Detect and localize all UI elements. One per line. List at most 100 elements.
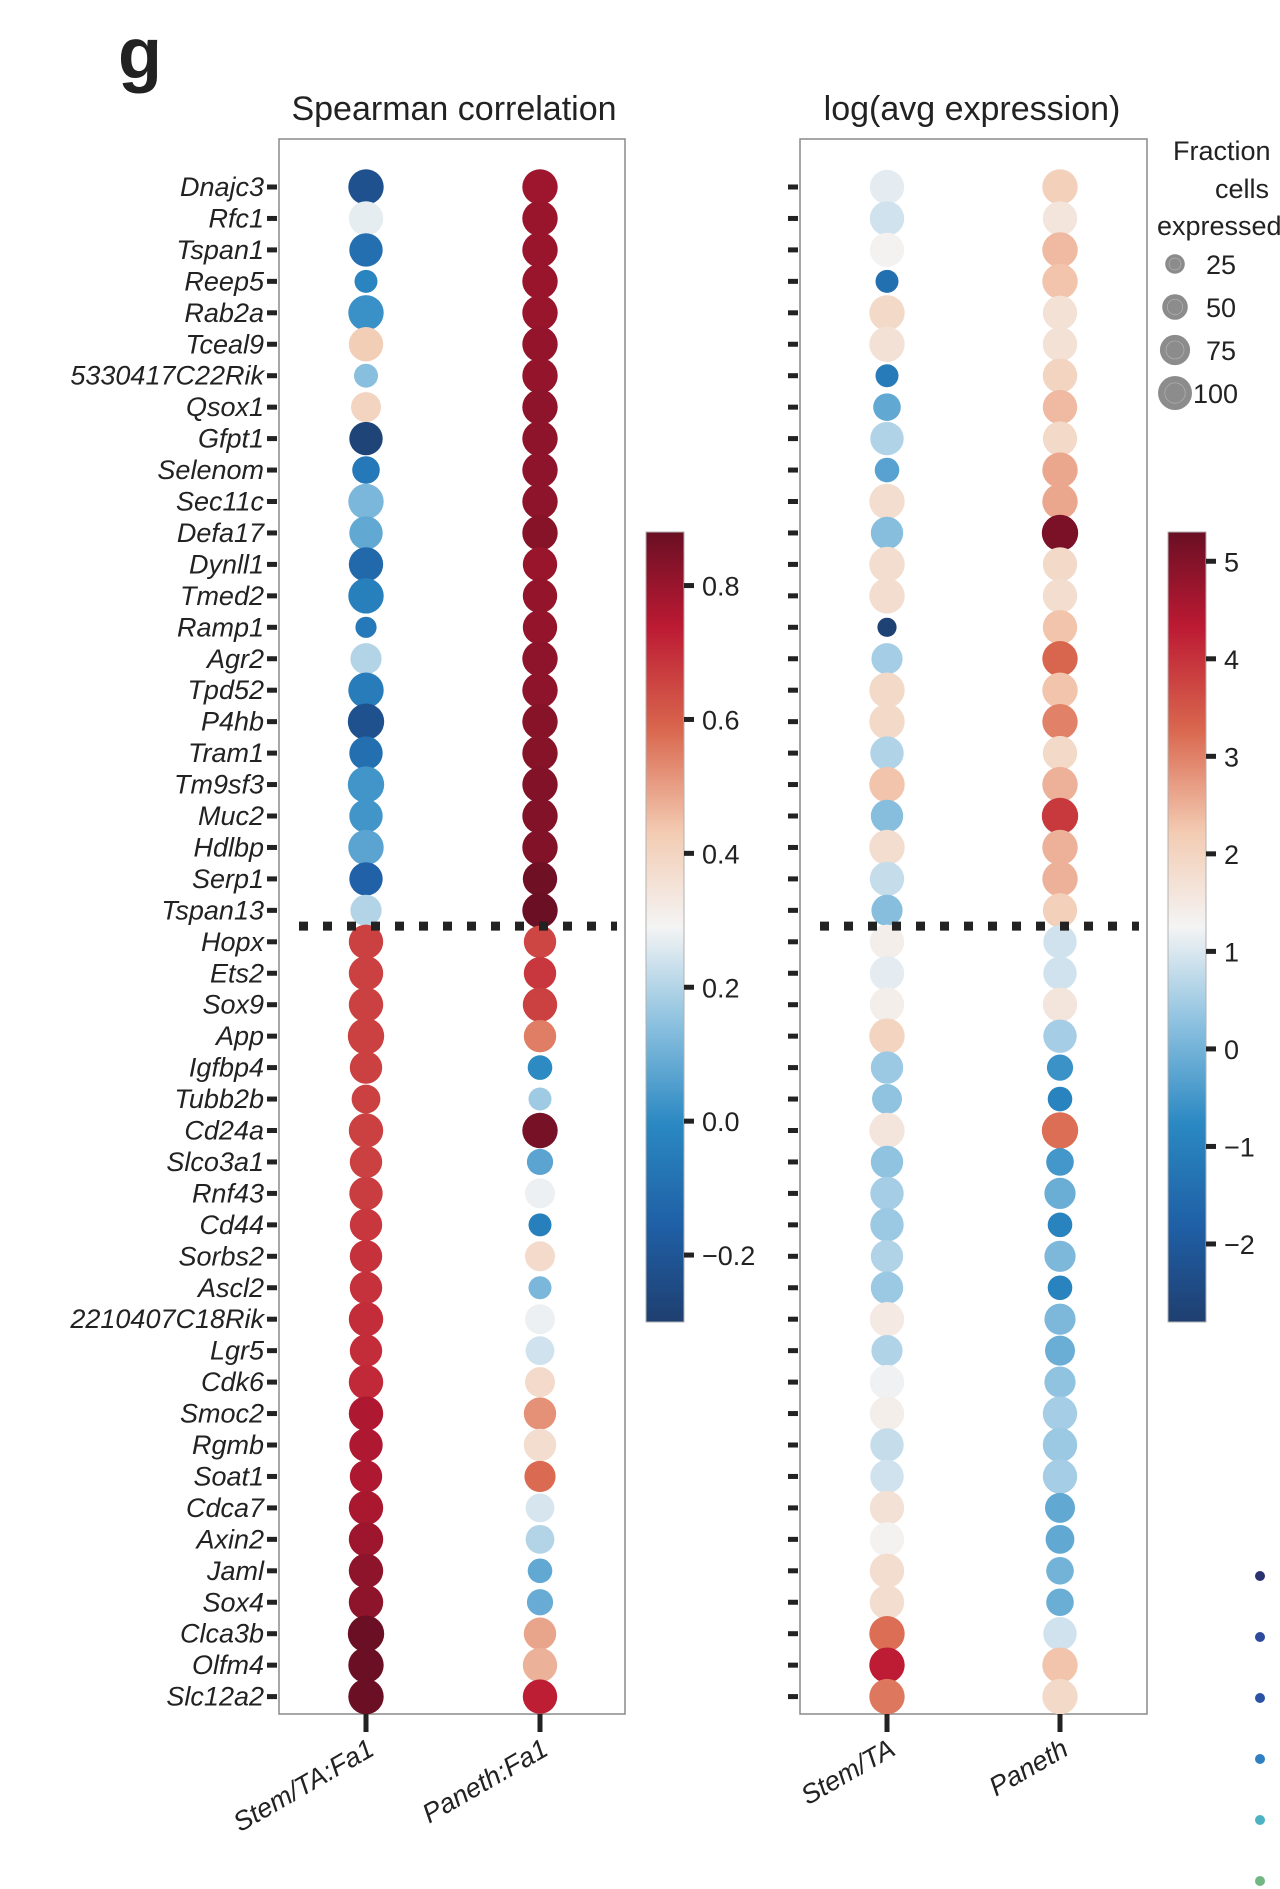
dot-Tm9sf3 [1042,766,1078,803]
spearman-panel: Spearman correlation Dnajc3Rfc1Tspan1Ree… [69,90,626,1838]
colorbar-gradient [645,531,685,1323]
dot-Ets2 [523,957,557,990]
dot-Cdk6 [869,1364,905,1400]
y-tick [267,1033,277,1039]
dot-Tmed2 [348,578,384,614]
y-tick [267,467,277,473]
y-tick [267,310,277,316]
y-tick [267,341,277,347]
dot-Tceal9 [348,327,384,362]
dot-Smoc2 [869,1396,905,1431]
dot-Tspan1 [1042,232,1078,268]
dot-Sox9 [522,987,558,1022]
dot-Cdca7 [869,1490,905,1526]
y-tick [788,215,798,221]
dot-Ascl2 [870,1271,904,1304]
y-tick [788,1505,798,1511]
y-tick [267,1662,277,1668]
colorbar-tick-label: 0.0 [702,1107,740,1137]
dot-Cdca7 [525,1493,555,1523]
dot-Lgr5 [349,1334,383,1367]
y-tick [267,1002,277,1008]
dot-Hdlbp [1042,829,1078,866]
colorbar-tick-label: 3 [1224,742,1239,772]
dot-Serp1 [349,862,383,896]
dot-Hdlbp [348,829,384,866]
dot-Rgmb [523,1428,557,1462]
y-tick [267,1285,277,1291]
dot-Rab2a [522,295,558,331]
gene-label: Serp1 [192,864,264,894]
dot-5330417C22Rik [1042,358,1078,393]
size-legend-dot [1162,294,1188,320]
dot-Slc12a2 [1042,1678,1078,1715]
y-tick [267,1128,277,1133]
dot-Rnf43 [349,1176,383,1211]
dot-Tpd52 [348,672,384,708]
gene-label: Ascl2 [196,1273,264,1303]
y-tick [267,782,277,788]
dot-Tram1 [870,736,904,770]
y-tick [788,624,798,630]
dot-Axin2 [869,1522,905,1557]
panel-letter: g [118,14,162,94]
y-tick [267,1599,277,1605]
dot-P4hb [869,703,905,740]
colorbar-tick [1206,851,1216,857]
dot-Smoc2 [348,1396,384,1431]
dot-Qsox1 [1042,389,1078,425]
colorbar-tick-label: −1 [1224,1132,1255,1162]
gene-label: Cd44 [199,1210,264,1240]
y-tick [267,1568,277,1574]
y-tick [788,404,798,410]
y-tick [788,1348,798,1354]
dot-Dynll1 [869,546,905,583]
edge-dot [1255,1571,1265,1581]
dot-Rfc1 [348,201,384,236]
colorbar-tick-label: 1 [1224,937,1239,967]
size-legend-title-line-2: cells [1215,174,1269,204]
dot-Hopx [523,925,557,958]
gene-label: Ramp1 [177,612,264,642]
dot-Gfpt1 [1042,421,1078,456]
y-tick [267,624,277,630]
dot-Reep5 [522,263,558,300]
x-tick [884,1714,890,1732]
dot-Qsox1 [351,392,381,423]
y-tick [788,278,798,284]
y-tick [267,876,277,882]
dot-Rnf43 [870,1176,904,1211]
colorbar-tick-label: 0 [1224,1035,1239,1065]
edge-dot [1255,1632,1265,1642]
size-legend-title-line-3: expressed [1157,211,1280,241]
size-legend-dot-ring [1165,340,1185,360]
colorbar-tick-label: 5 [1224,547,1239,577]
y-tick [788,499,798,504]
dot-Tspan13 [522,892,558,929]
colorbar-tick [1206,753,1216,759]
dot-Tspan13 [871,894,903,926]
colorbar-tick [1206,656,1216,662]
dot-Axin2 [525,1524,555,1554]
y-tick [267,1694,277,1700]
dot-Gfpt1 [522,420,558,457]
dot-Dynll1 [522,547,558,582]
dot-Tm9sf3 [347,766,385,803]
gene-label: Dnajc3 [180,172,264,202]
dot-Muc2 [522,798,558,834]
dot-App [869,1018,905,1054]
dot-Tubb2b [351,1084,381,1114]
y-tick [788,1536,798,1542]
dot-Dnajc3 [348,169,384,205]
size-legend-dot [1165,254,1185,274]
y-tick [267,499,277,504]
dot-Rnf43 [525,1178,555,1209]
dot-Slco3a1 [870,1145,904,1179]
dot-Rgmb [349,1428,383,1462]
dot-Tpd52 [1042,672,1078,708]
dot-Hdlbp [522,829,558,866]
dot-Sox4 [526,1589,554,1616]
dot-Ramp1 [1042,610,1078,645]
dot-Rgmb [870,1428,904,1462]
